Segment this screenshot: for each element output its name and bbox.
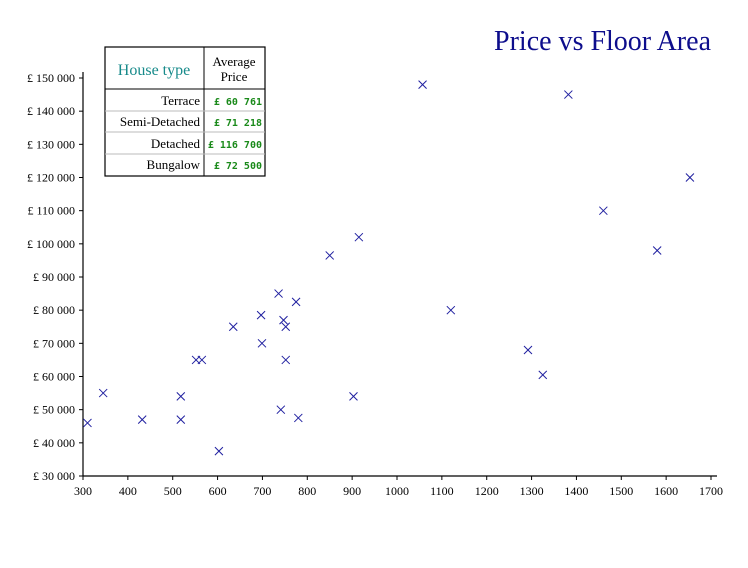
data-points — [83, 80, 695, 456]
x-tick-label: 1300 — [520, 484, 544, 498]
y-tick-label: £ 120 000 — [27, 171, 75, 185]
legend-type-semi-detached: Semi-Detached — [120, 114, 201, 129]
y-tick-label: £ 30 000 — [33, 469, 75, 483]
legend-price-detached: £ 116 700 — [208, 140, 262, 151]
legend-type-bungalow: Bungalow — [147, 157, 201, 172]
legend-header-house-type: House type — [118, 62, 190, 79]
y-axis-ticks: £ 30 000 £ 40 000 £ 50 000 £ 60 000 £ 70 000… — [27, 71, 83, 483]
data-point — [325, 251, 335, 260]
data-point — [685, 173, 695, 182]
legend-header-price: Price — [221, 69, 248, 84]
data-point — [214, 446, 224, 456]
data-point — [279, 315, 288, 325]
chart-title: Price vs Floor Area — [494, 26, 712, 57]
data-point — [281, 355, 291, 365]
y-tick-label: £ 130 000 — [27, 137, 75, 151]
y-tick-label: £ 40 000 — [33, 436, 75, 450]
y-tick-label: £ 100 000 — [27, 237, 75, 251]
x-tick-label: 1200 — [475, 484, 499, 498]
data-point — [176, 392, 186, 401]
legend-table: House type Average Price Terrace £ 60 76… — [104, 46, 266, 177]
y-tick-label: £ 50 000 — [33, 403, 75, 417]
x-tick-label: 1100 — [430, 484, 454, 498]
data-point — [228, 322, 238, 332]
x-tick-label: 700 — [253, 484, 271, 498]
data-point — [538, 370, 548, 380]
y-tick-label: £ 80 000 — [33, 303, 75, 317]
x-tick-label: 1600 — [654, 484, 678, 498]
y-tick-label: £ 150 000 — [27, 71, 75, 85]
data-point — [276, 405, 286, 415]
data-point — [274, 289, 283, 298]
data-point — [418, 80, 427, 89]
axes — [82, 72, 717, 477]
y-tick-label: £ 90 000 — [33, 270, 75, 284]
legend-type-terrace: Terrace — [161, 93, 200, 108]
data-point — [291, 297, 301, 307]
data-point — [83, 418, 92, 428]
legend-price-bungalow: £ 72 500 — [214, 161, 262, 172]
data-point — [652, 246, 662, 255]
y-tick-label: £ 140 000 — [27, 104, 75, 118]
x-tick-label: 300 — [74, 484, 92, 498]
data-point — [523, 345, 533, 355]
data-point — [197, 355, 207, 365]
data-point — [257, 338, 267, 348]
data-point — [281, 322, 291, 332]
x-axis-ticks: 300 400 500 600 700 800 900 1000 1100 1200 1300 140… — [74, 476, 723, 498]
x-tick-label: 1000 — [385, 484, 409, 498]
x-tick-label: 1500 — [609, 484, 633, 498]
y-tick-label: £ 60 000 — [33, 370, 75, 384]
y-tick-label: £ 110 000 — [27, 204, 75, 218]
x-tick-label: 1400 — [564, 484, 588, 498]
data-point — [256, 310, 266, 320]
data-point — [446, 305, 456, 315]
data-point — [176, 415, 186, 424]
data-point — [293, 413, 303, 423]
legend-price-terrace: £ 60 761 — [214, 97, 262, 108]
data-point — [98, 388, 108, 398]
data-point — [564, 90, 573, 99]
data-point — [598, 206, 608, 216]
legend-header-average: Average — [212, 54, 255, 69]
data-point — [354, 232, 364, 242]
data-point — [349, 392, 358, 401]
legend-price-semi-detached: £ 71 218 — [214, 118, 262, 129]
data-point — [137, 415, 147, 424]
x-tick-label: 900 — [343, 484, 361, 498]
x-tick-label: 400 — [119, 484, 137, 498]
x-tick-label: 600 — [209, 484, 227, 498]
x-tick-label: 800 — [298, 484, 316, 498]
legend-type-detached: Detached — [151, 136, 201, 151]
y-tick-label: £ 70 000 — [33, 336, 75, 350]
x-tick-label: 500 — [164, 484, 182, 498]
x-tick-label: 1700 — [699, 484, 723, 498]
